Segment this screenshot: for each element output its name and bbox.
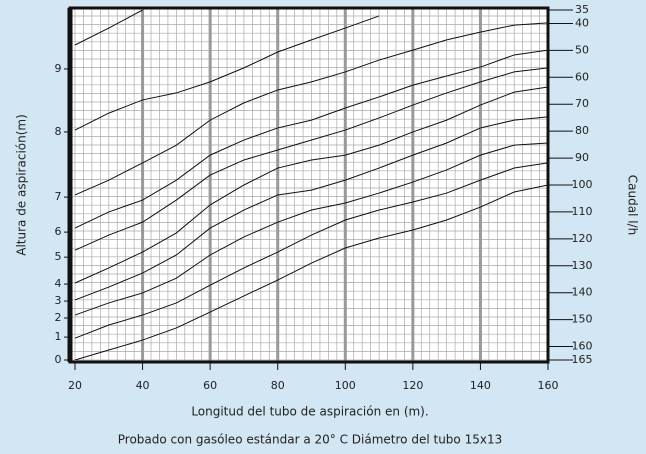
x-tick-label: 60	[203, 379, 217, 392]
curve	[74, 49, 548, 229]
right-tick-label: 150	[572, 313, 593, 326]
left-tick-label: 0	[55, 353, 62, 366]
right-tick-label: 70	[575, 97, 589, 110]
left-tick-label: 8	[55, 125, 62, 138]
curve	[74, 22, 548, 196]
right-tick-label: 35	[575, 3, 589, 16]
left-tick-label: 9	[55, 62, 62, 75]
right-tick-label: 140	[572, 286, 593, 299]
left-tick-label: 2	[55, 311, 62, 324]
x-tick-label: 160	[538, 379, 559, 392]
x-tick-label: 80	[271, 379, 285, 392]
left-tick-label: 7	[55, 190, 62, 203]
curve	[74, 86, 548, 284]
right-tick-label: 110	[572, 205, 593, 218]
curve	[74, 184, 548, 360]
left-tick-label: 3	[55, 294, 62, 307]
right-tick-label: 60	[575, 70, 589, 83]
right-tick-label: 50	[575, 43, 589, 56]
right-tick-label: 100	[572, 178, 593, 191]
x-tick-label: 100	[335, 379, 356, 392]
note: Probado con gasóleo estándar a 20° C Diá…	[118, 433, 502, 447]
x-tick-label: 40	[136, 379, 150, 392]
right-tick-label: 160	[572, 340, 593, 353]
left-tick-label: 6	[55, 225, 62, 238]
left-axis-label: Altura de aspiración(m)	[15, 114, 29, 256]
right-axis-label: Caudal l/h	[626, 175, 640, 235]
curve	[74, 67, 548, 251]
left-tick-label: 5	[55, 250, 62, 263]
curve	[74, 162, 548, 339]
right-tick-label: 130	[572, 259, 593, 272]
curve	[74, 142, 548, 316]
curves	[74, 10, 548, 360]
left-tick-label: 1	[55, 330, 62, 343]
x-tick-label: 140	[470, 379, 491, 392]
x-tick-label: 120	[402, 379, 423, 392]
right-tick-label: 40	[575, 16, 589, 29]
x-tick-label: 20	[68, 379, 82, 392]
right-tick-label: 80	[575, 124, 589, 137]
curve	[74, 116, 548, 301]
right-tick-label: 165	[572, 353, 593, 366]
curve	[74, 10, 143, 46]
grid	[70, 8, 549, 362]
right-tick-label: 90	[575, 151, 589, 164]
left-tick-label: 4	[55, 277, 62, 290]
curve	[74, 15, 380, 131]
right-tick-label: 120	[572, 232, 593, 245]
x-axis-label: Longitud del tubo de aspiración en (m).	[191, 405, 428, 419]
